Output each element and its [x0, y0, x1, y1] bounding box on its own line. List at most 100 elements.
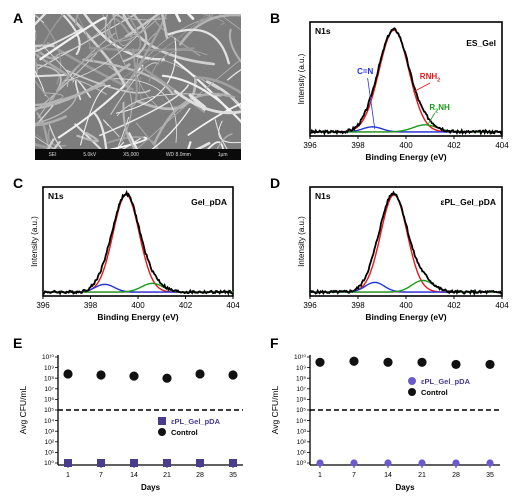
nanofiber-strand — [35, 44, 55, 48]
x-axis-title: Days — [395, 483, 415, 492]
y-tick-label: 10⁷ — [44, 386, 54, 393]
nanofiber-strand — [214, 119, 236, 160]
nanofiber-strand — [74, 14, 79, 26]
nanofiber-strand — [99, 84, 189, 137]
nanofiber-strand — [35, 133, 46, 142]
x-axis-title: Binding Energy (eV) — [365, 152, 446, 162]
nanofiber-strand — [35, 28, 83, 53]
x-tick-label: 404 — [495, 141, 509, 150]
y-tick-label: 10⁰ — [44, 460, 54, 467]
nanofiber-strand — [127, 48, 138, 108]
y-tick-label: 10⁸ — [296, 375, 306, 382]
nanofiber-strand — [126, 14, 142, 54]
y-axis-title: Intensity (a.u.) — [297, 53, 306, 104]
data-point-square — [163, 459, 171, 467]
x-tick-label: 404 — [226, 301, 240, 310]
data-point-circle — [315, 357, 325, 367]
y-tick-label: 10¹ — [297, 450, 307, 457]
nanofiber-strand — [218, 120, 241, 144]
panel-letter-b: B — [270, 10, 281, 26]
data-point-circle — [162, 373, 172, 383]
sample-label: ES_Gel — [466, 38, 496, 48]
nanofiber-strand — [174, 14, 195, 23]
peak-annotation-main: RNH — [420, 72, 438, 81]
x-tick-label: 400 — [399, 141, 413, 150]
nanofiber-strand — [83, 14, 165, 61]
nanofiber-strand — [35, 14, 65, 66]
x-axis-title: Binding Energy (eV) — [97, 312, 178, 322]
nanofiber-strand — [107, 136, 161, 160]
nanofiber-strand — [122, 14, 209, 79]
data-point-circle — [349, 356, 359, 366]
nanofiber-strand — [60, 14, 81, 56]
y-tick-label: 10¹⁰ — [294, 354, 306, 361]
sem-working-distance-label: WD 8.0mm — [165, 151, 191, 158]
data-point-circle — [383, 357, 393, 367]
y-tick-label: 10⁰ — [296, 460, 306, 467]
peak-annotation-rest: NH — [438, 103, 450, 112]
peak-annotation: RNH2 — [420, 72, 440, 84]
data-point-circle — [96, 370, 106, 380]
y-tick-label: 10⁹ — [296, 365, 306, 372]
sem-micrograph: SEI 5.0kV X5,000 WD 8.0mm 1μm — [35, 14, 241, 160]
data-point-circle — [486, 459, 494, 467]
nanofiber-strand — [201, 14, 225, 25]
nanofiber-strand — [35, 82, 106, 107]
nanofiber-strand — [41, 44, 74, 83]
nanofiber-strand — [35, 70, 46, 97]
x-tick-label: 28 — [452, 472, 460, 479]
annotation-pointer — [427, 112, 436, 126]
peak-annotation-subscript: 2 — [435, 109, 438, 115]
x-tick-label: 396 — [303, 141, 317, 150]
y-tick-label: 10⁵ — [44, 407, 54, 414]
nanofiber-strand — [113, 14, 132, 46]
y-tick-label: 10¹⁰ — [42, 354, 54, 361]
data-point-square — [229, 459, 237, 467]
nanofiber-strand — [211, 133, 233, 160]
nanofiber-strand — [111, 14, 167, 21]
x-tick-label: 396 — [36, 301, 50, 310]
x-tick-label: 21 — [418, 472, 426, 479]
nanofiber-strand — [82, 58, 174, 96]
nanofiber-strand — [228, 28, 241, 64]
y-tick-label: 10⁴ — [44, 418, 54, 425]
nanofiber-strand — [113, 78, 177, 143]
data-point-square — [196, 459, 204, 467]
panel-letter-a: A — [13, 10, 24, 26]
nanofiber-strand — [74, 123, 113, 160]
x-tick-label: 35 — [229, 472, 237, 479]
x-tick-label: 7 — [352, 472, 356, 479]
x-tick-label: 21 — [163, 472, 171, 479]
sample-label: εPL_Gel_pDA — [440, 197, 496, 207]
legend-label: εPL_Gel_pDA — [421, 377, 471, 386]
sem-voltage-label: 5.0kV — [83, 151, 97, 158]
nanofiber-strand — [35, 52, 71, 78]
x-tick-label: 402 — [179, 301, 193, 310]
x-tick-label: 7 — [99, 472, 103, 479]
data-point-circle — [63, 369, 73, 379]
x-tick-label: 404 — [495, 301, 509, 310]
sem-detector-label: SEI — [48, 151, 57, 158]
measured-spectrum-curve — [309, 190, 503, 297]
data-point-circle — [129, 371, 139, 381]
data-point-circle — [417, 357, 427, 367]
legend-marker-square — [158, 417, 166, 425]
data-point-circle — [485, 359, 495, 370]
nanofiber-strand — [102, 14, 128, 70]
data-point-square — [97, 459, 105, 467]
x-tick-label: 14 — [384, 472, 392, 479]
cfu-chart-f: 10⁰ 10¹ 10² 10³ 10⁴ 10⁵ 10⁶ 10⁷ 10⁸ 10⁹ 10¹⁰ 1 7 14 21… — [270, 354, 500, 492]
data-point-circle — [451, 359, 461, 370]
sem-magnification-label: X5,000 — [123, 151, 139, 158]
x-tick-label: 396 — [303, 301, 317, 310]
nanofiber-strand — [105, 16, 160, 42]
y-tick-label: 10¹ — [45, 450, 55, 457]
data-point-square — [130, 459, 138, 467]
nanofiber-strand — [117, 14, 126, 22]
nanofiber-strand — [42, 92, 64, 102]
nanofiber-strand — [197, 14, 215, 25]
nanofiber-strand — [173, 89, 241, 115]
legend-label: εPL_Gel_pDA — [171, 417, 221, 426]
nanofiber-strand — [138, 58, 241, 149]
x-tick-label: 14 — [130, 472, 138, 479]
